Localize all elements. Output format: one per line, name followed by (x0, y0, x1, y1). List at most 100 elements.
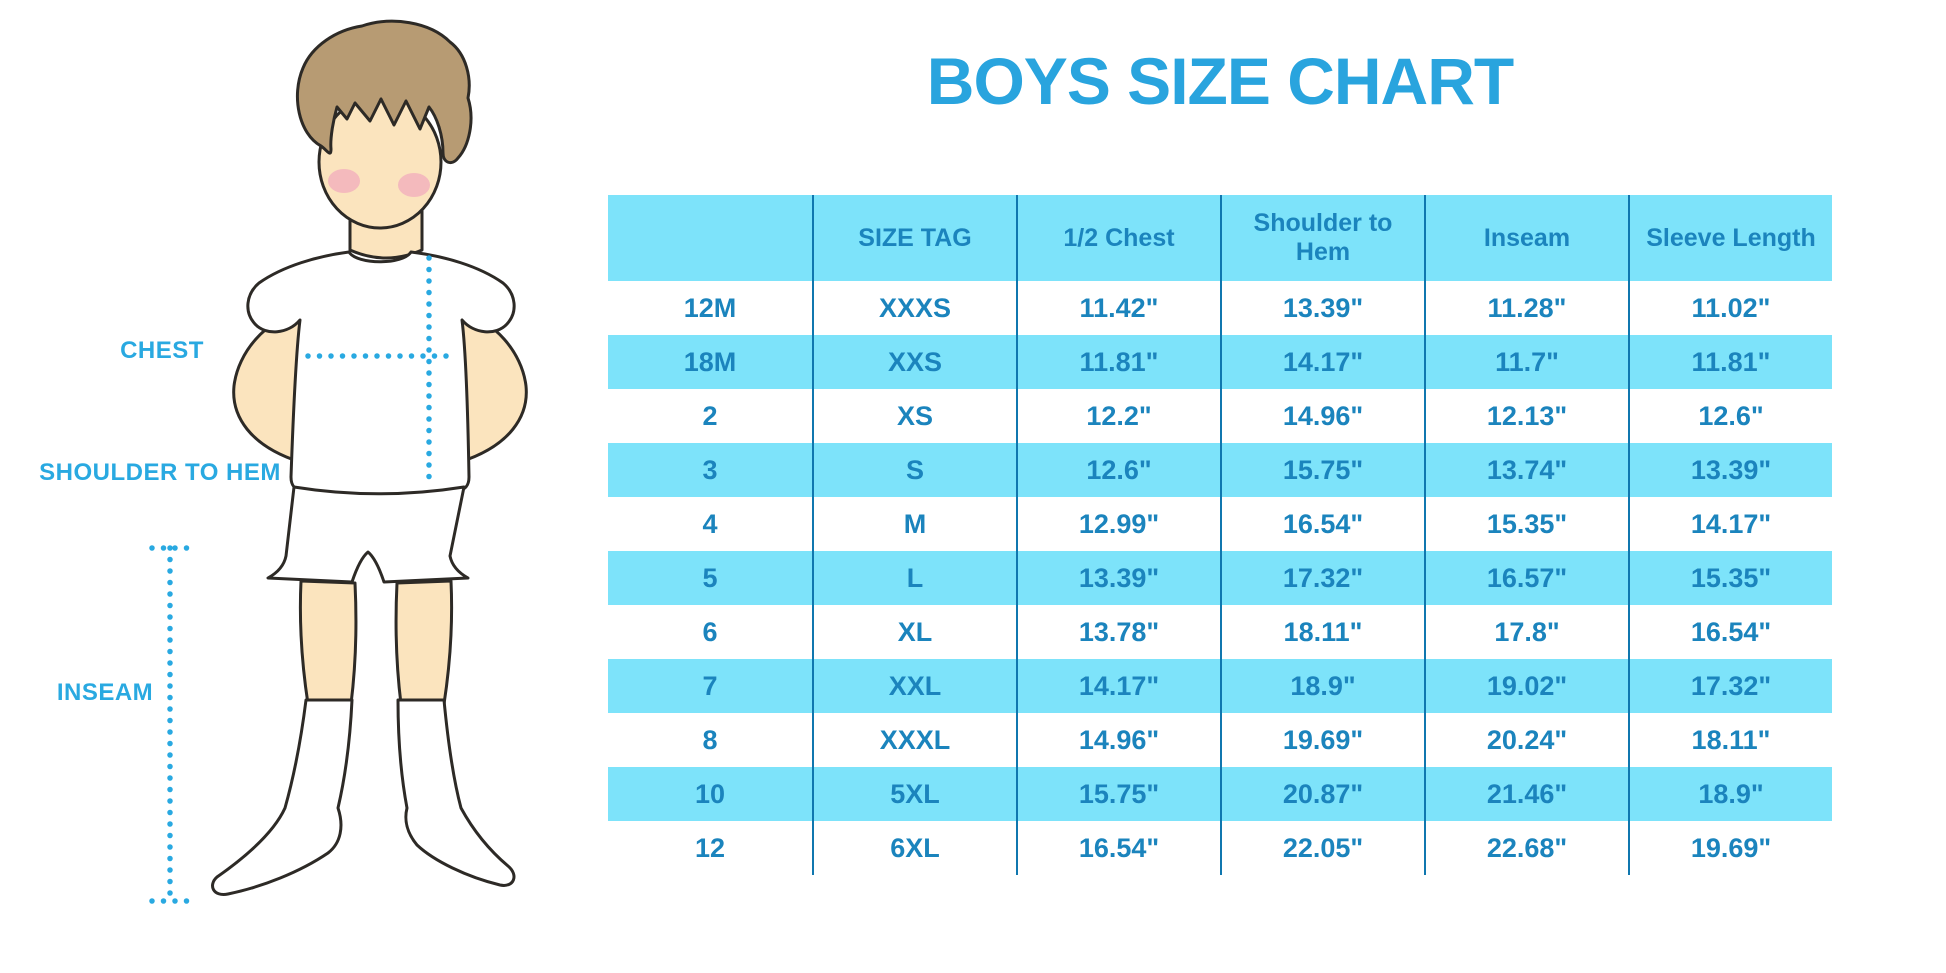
table-cell: XL (812, 605, 1016, 659)
table-cell: XXXL (812, 713, 1016, 767)
corner-cell (608, 195, 812, 281)
table-cell: 11.42" (1016, 281, 1220, 335)
row-label: 8 (702, 724, 718, 755)
table-row: 10 5XL 15.75" 20.87" 21.46" 18.9" (608, 767, 1832, 821)
table-cell: 14.96" (1016, 713, 1220, 767)
inseam-label: INSEAM (56, 679, 154, 706)
table-cell: 11.81" (1016, 335, 1220, 389)
table-cell: 19.02" (1424, 659, 1628, 713)
table-cell: 18.11" (1628, 713, 1832, 767)
table-header-row: SIZE TAG 1/2 Chest Shoulder to Hem Inseam Sl… (608, 195, 1832, 281)
table-cell: 15.35" (1628, 551, 1832, 605)
table-cell: 11.28" (1424, 281, 1628, 335)
table-cell: 15.75" (1016, 767, 1220, 821)
table-row: 5 L 13.39" 17.32" 16.57" 15.35" (608, 551, 1832, 605)
column-header: SIZE TAG (812, 195, 1016, 281)
boy-left-sock (211, 698, 354, 896)
table-cell: 22.68" (1424, 821, 1628, 875)
table-row: 18M XXS 11.81" 14.17" 11.7" 11.81" (608, 335, 1832, 389)
table-row: 3 S 12.6" 15.75" 13.74" 13.39" (608, 443, 1832, 497)
table-row: 6 XL 13.78" 18.11" 17.8" 16.54" (608, 605, 1832, 659)
table-cell: 6XL (812, 821, 1016, 875)
table-cell: 12.2" (1016, 389, 1220, 443)
row-label: 5 (702, 562, 718, 593)
table-cell: 17.8" (1424, 605, 1628, 659)
table-cell: 16.54" (1016, 821, 1220, 875)
column-header: Inseam (1424, 195, 1628, 281)
table-cell: 15.35" (1424, 497, 1628, 551)
boy-illustration (149, 19, 528, 904)
table-cell: 11.81" (1628, 335, 1832, 389)
table-cell: 17.32" (1220, 551, 1424, 605)
table-cell: XXS (812, 335, 1016, 389)
column-header: 1/2 Chest (1016, 195, 1220, 281)
table-cell: 18.9" (1628, 767, 1832, 821)
table-cell: 14.17" (1628, 497, 1832, 551)
row-label: 6 (702, 616, 718, 647)
row-label: 12M (683, 292, 737, 323)
table-cell: M (812, 497, 1016, 551)
row-label: 3 (702, 454, 718, 485)
table-row: 2 XS 12.2" 14.96" 12.13" 12.6" (608, 389, 1832, 443)
table-cell: XXL (812, 659, 1016, 713)
boy-left-leg (298, 579, 358, 706)
page-title: BOYS SIZE CHART (926, 44, 1514, 118)
table-cell: 13.39" (1220, 281, 1424, 335)
table-cell: 13.39" (1628, 443, 1832, 497)
table-cell: 17.32" (1628, 659, 1832, 713)
table-cell: 13.39" (1016, 551, 1220, 605)
table-cell: 14.17" (1220, 335, 1424, 389)
column-header: Sleeve Length (1628, 195, 1832, 281)
table-cell: 11.02" (1628, 281, 1832, 335)
size-table: SIZE TAG 1/2 Chest Shoulder to Hem Inseam Sl… (608, 195, 1832, 875)
measurement-dotted-lines (149, 255, 455, 904)
table-cell: XXXS (812, 281, 1016, 335)
table-row: 7 XXL 14.17" 18.9" 19.02" 17.32" (608, 659, 1832, 713)
table-cell: 11.7" (1424, 335, 1628, 389)
table-cell: L (812, 551, 1016, 605)
table-row: 8 XXXL 14.96" 19.69" 20.24" 18.11" (608, 713, 1832, 767)
table-cell: S (812, 443, 1016, 497)
shoulder-to-hem-label: SHOULDER TO HEM (39, 459, 281, 486)
table-cell: 16.57" (1424, 551, 1628, 605)
column-header: Shoulder to Hem (1220, 195, 1424, 281)
table-cell: 16.54" (1628, 605, 1832, 659)
table-cell: 18.9" (1220, 659, 1424, 713)
table-cell: 19.69" (1628, 821, 1832, 875)
table-cell: 21.46" (1424, 767, 1628, 821)
row-label: 2 (702, 400, 718, 431)
boy-right-leg (394, 579, 454, 706)
table-cell: 12.6" (1628, 389, 1832, 443)
table-cell: 13.78" (1016, 605, 1220, 659)
chest-label: CHEST (120, 337, 204, 364)
row-label: 7 (702, 670, 718, 701)
table-cell: 22.05" (1220, 821, 1424, 875)
table-cell: 12.13" (1424, 389, 1628, 443)
table-row: 12 6XL 16.54" 22.05" 22.68" 19.69" (608, 821, 1832, 875)
table-cell: 15.75" (1220, 443, 1424, 497)
row-label: 12 (694, 832, 726, 863)
table-cell: 14.17" (1016, 659, 1220, 713)
boy-right-sock (396, 698, 516, 887)
boy-blush-right (398, 173, 430, 197)
table-cell: 20.24" (1424, 713, 1628, 767)
table-cell: 20.87" (1220, 767, 1424, 821)
row-label: 10 (694, 778, 726, 809)
table-cell: 19.69" (1220, 713, 1424, 767)
table-cell: 14.96" (1220, 389, 1424, 443)
row-label: 18M (683, 346, 737, 377)
boy-hair (295, 19, 473, 165)
table-cell: XS (812, 389, 1016, 443)
table-row: 12M XXXS 11.42" 13.39" 11.28" 11.02" (608, 281, 1832, 335)
table-cell: 5XL (812, 767, 1016, 821)
table-cell: 18.11" (1220, 605, 1424, 659)
table-row: 4 M 12.99" 16.54" 15.35" 14.17" (608, 497, 1832, 551)
boy-shorts (266, 485, 470, 584)
boy-blush-left (328, 169, 360, 193)
table-cell: 13.74" (1424, 443, 1628, 497)
table-cell: 12.6" (1016, 443, 1220, 497)
row-label: 4 (702, 508, 718, 539)
table-cell: 16.54" (1220, 497, 1424, 551)
table-cell: 12.99" (1016, 497, 1220, 551)
